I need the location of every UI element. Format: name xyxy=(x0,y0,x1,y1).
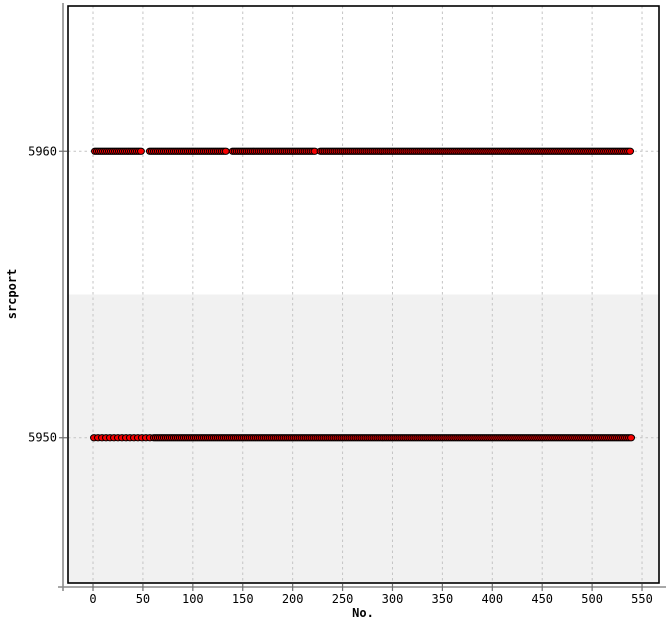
plot-border xyxy=(67,5,660,584)
y-axis-title: srcport xyxy=(5,269,19,320)
tick-mark-layer xyxy=(59,150,643,591)
data-point-layer xyxy=(90,147,636,442)
y-tick-label: 5950 xyxy=(28,431,57,445)
outer-axis-layer xyxy=(58,3,666,591)
x-axis-title: No. xyxy=(352,606,374,620)
x-tick-label: 150 xyxy=(232,592,254,606)
x-tick-label: 250 xyxy=(332,592,354,606)
x-tick-label: 450 xyxy=(531,592,553,606)
x-tick-label: 0 xyxy=(89,592,96,606)
data-point xyxy=(627,434,636,442)
x-tick-label: 200 xyxy=(282,592,304,606)
data-point xyxy=(136,147,145,155)
x-tick-label: 500 xyxy=(581,592,603,606)
x-tick-label: 300 xyxy=(382,592,404,606)
gridline-layer xyxy=(68,6,659,583)
x-tick-label: 550 xyxy=(631,592,653,606)
x-tick-label: 350 xyxy=(432,592,454,606)
x-tick-label: 50 xyxy=(136,592,150,606)
x-tick-label: 100 xyxy=(182,592,204,606)
x-tick-label: 400 xyxy=(481,592,503,606)
tick-label-layer: 0 50 100 150 200 250 300 350 400 450 500 550 5950 596… xyxy=(28,144,653,606)
y-tick-label: 5960 xyxy=(28,144,57,158)
data-point xyxy=(221,147,230,155)
data-point xyxy=(626,147,635,155)
